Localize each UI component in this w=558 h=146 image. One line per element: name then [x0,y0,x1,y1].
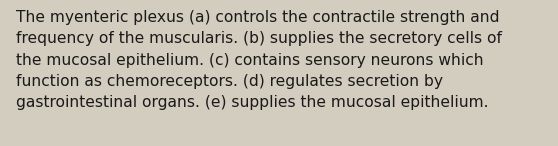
Text: The myenteric plexus (a) controls the contractile strength and
frequency of the : The myenteric plexus (a) controls the co… [16,10,502,110]
